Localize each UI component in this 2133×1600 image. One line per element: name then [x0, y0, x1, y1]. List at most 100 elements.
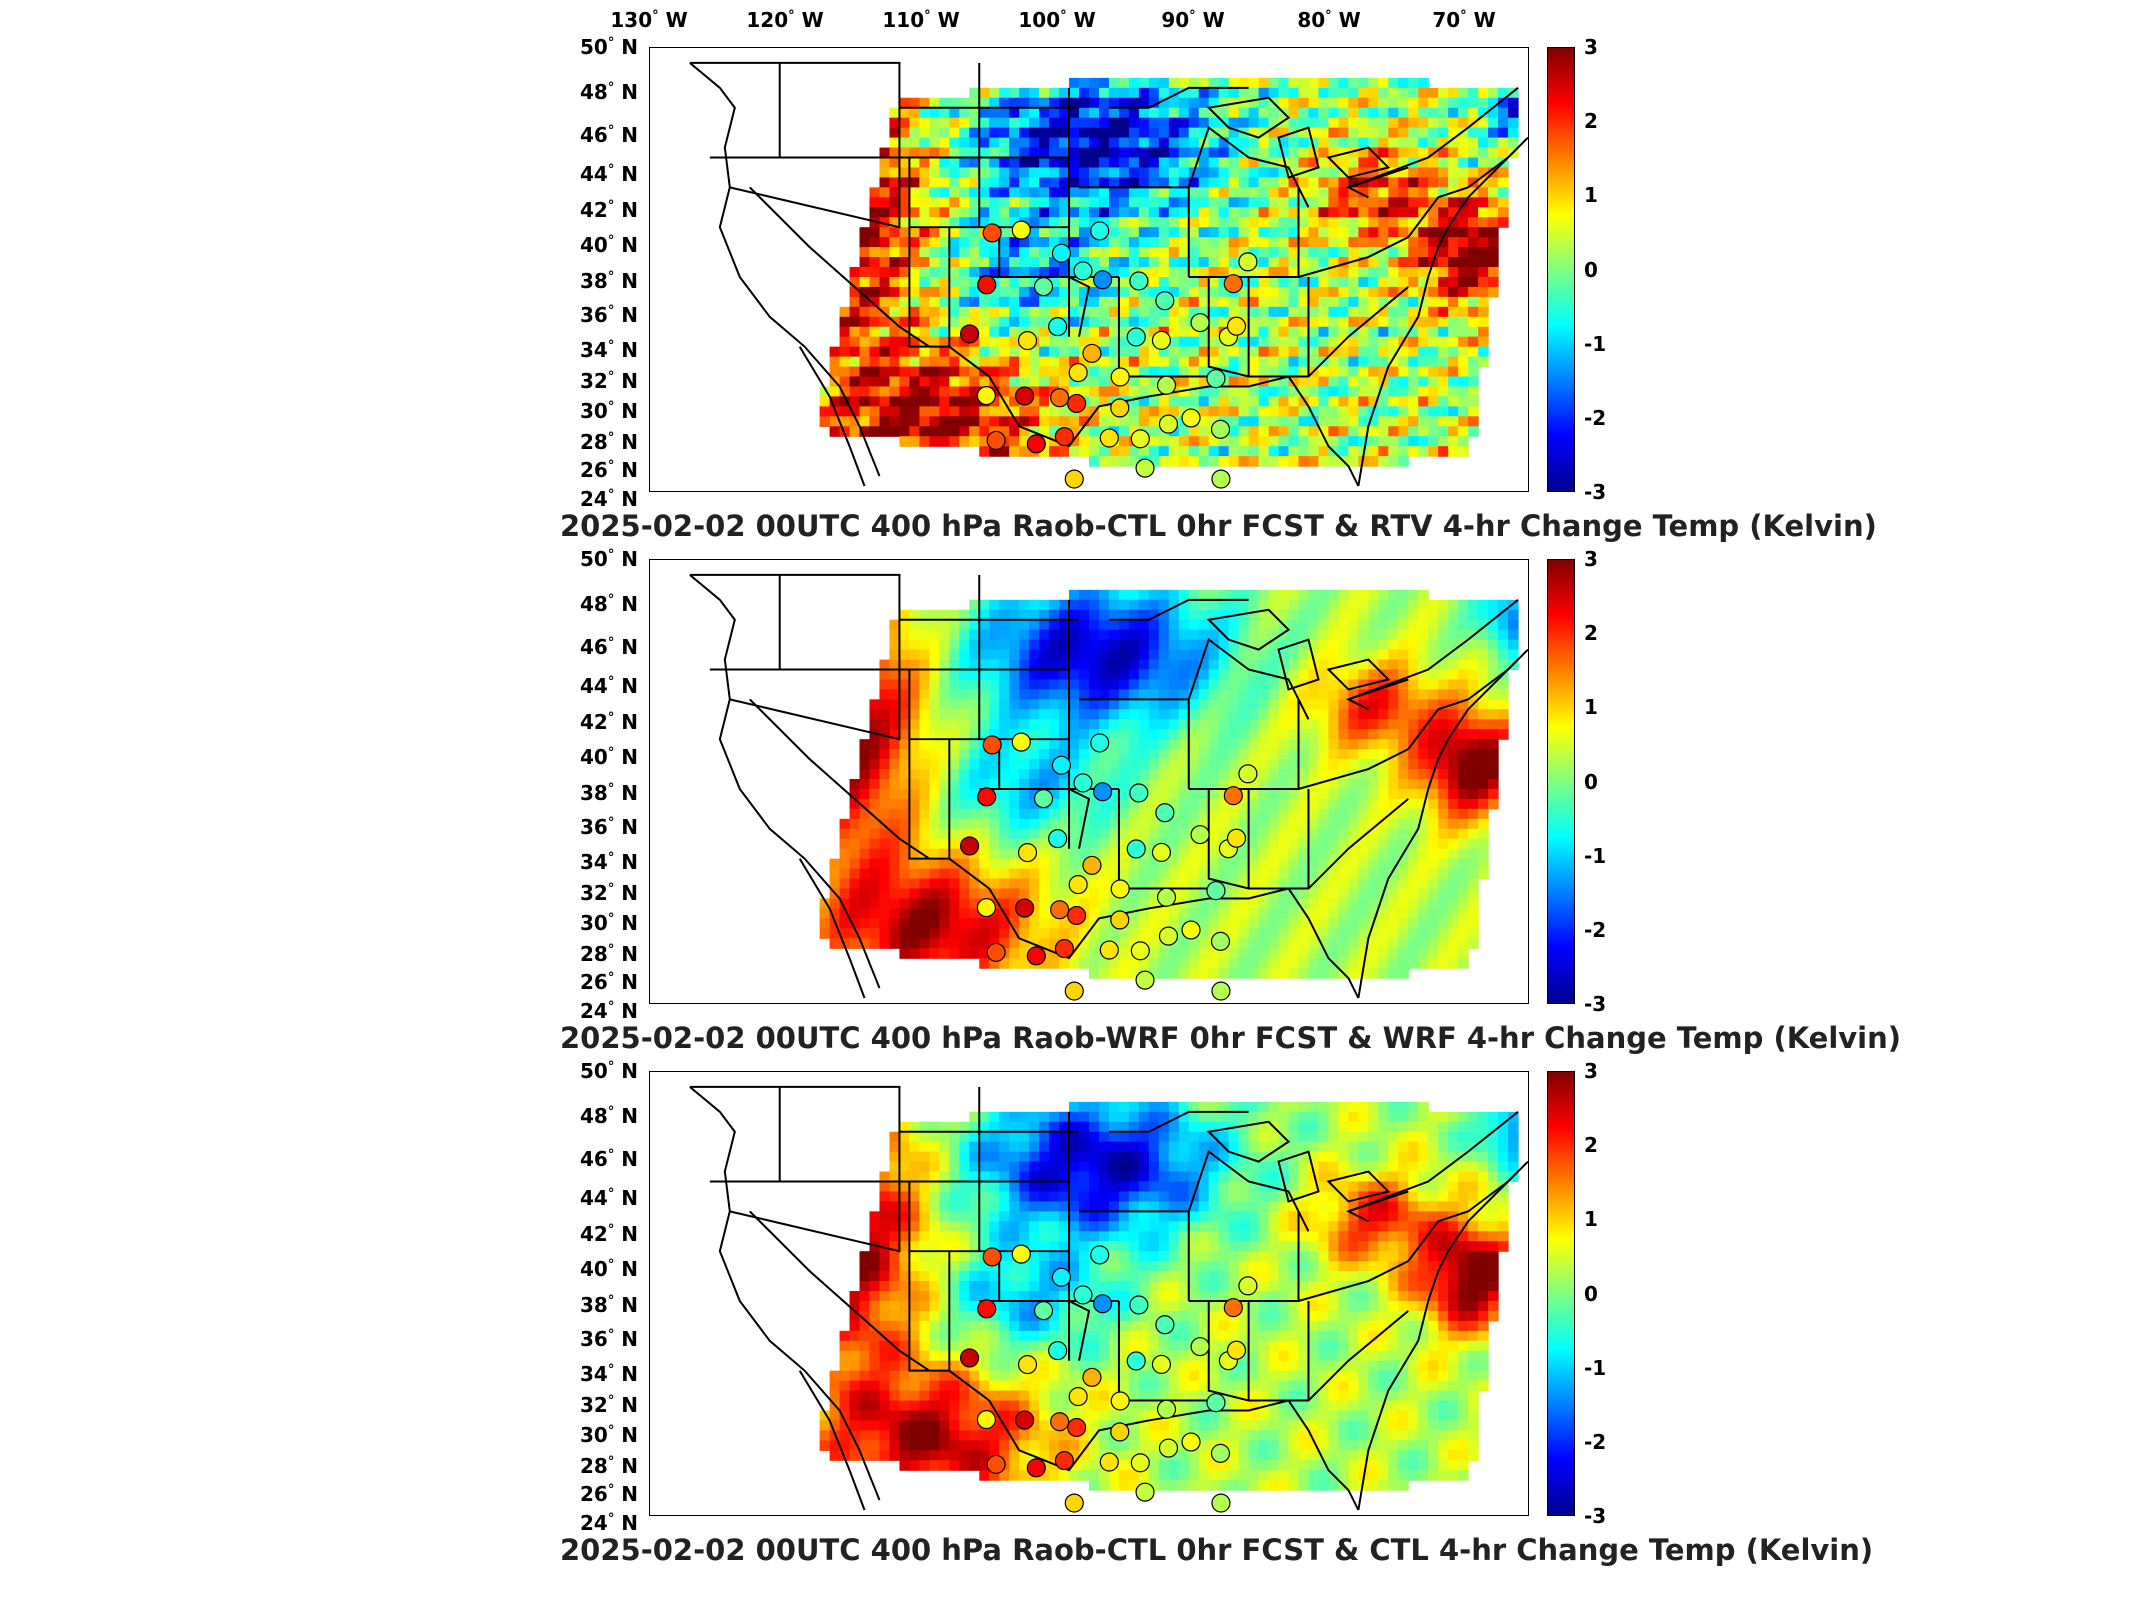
latitude-tick-label: 44° N: [580, 162, 639, 186]
raob-marker: [1073, 261, 1093, 281]
colorbar-tick-label: -1: [1584, 331, 1607, 356]
raob-marker: [1226, 1340, 1247, 1360]
raob-marker: [1054, 939, 1074, 959]
raob-marker: [982, 735, 1002, 755]
raob-marker: [1015, 898, 1035, 918]
colorbar: [1547, 559, 1575, 1004]
raob-marker: [960, 324, 980, 344]
raob-marker: [1090, 1245, 1110, 1265]
raob-marker: [1135, 970, 1155, 990]
longitude-tick-label: 110° W: [882, 8, 960, 32]
colorbar-tick-label: 0: [1584, 769, 1598, 794]
raob-marker: [1210, 931, 1231, 951]
temperature-change-map: [649, 1071, 1529, 1516]
raob-marker: [1190, 1337, 1210, 1357]
raob-marker: [1155, 291, 1175, 311]
raob-marker: [1211, 1493, 1231, 1513]
latitude-tick-label: 26° N: [580, 970, 639, 994]
raob-marker: [1129, 1295, 1149, 1315]
raob-marker: [1126, 839, 1146, 859]
colorbar-tick-label: 2: [1584, 1133, 1598, 1158]
raob-marker: [1158, 414, 1179, 434]
latitude-tick-label: 48° N: [580, 80, 639, 104]
raob-marker: [1223, 274, 1243, 294]
raob-marker: [960, 1348, 980, 1368]
raob-marker: [1135, 1482, 1155, 1502]
raob-marker: [1064, 981, 1084, 1001]
raob-marker: [1073, 773, 1093, 793]
raob-marker: [1073, 1285, 1093, 1305]
temperature-change-field: [819, 77, 1519, 467]
longitude-tick-label: 120° W: [746, 8, 824, 32]
colorbar-tick-label: -2: [1584, 1429, 1607, 1454]
latitude-tick-label: 40° N: [580, 1257, 639, 1281]
raob-marker: [1210, 419, 1231, 439]
raob-marker: [1226, 316, 1247, 336]
great-lakes: [1206, 96, 1391, 179]
raob-marker: [1033, 277, 1054, 297]
raob-markers: [960, 1244, 1258, 1513]
raob-marker: [1064, 469, 1084, 489]
temperature-change-map: [649, 47, 1529, 492]
raob-marker: [1067, 393, 1087, 414]
raob-marker: [1206, 369, 1226, 389]
temperature-change-map: [649, 559, 1529, 1004]
temperature-change-field: [819, 589, 1519, 979]
raob-marker: [960, 836, 980, 856]
raob-marker: [1011, 732, 1031, 752]
raob-marker: [1181, 1432, 1201, 1452]
raob-marker: [1151, 330, 1172, 350]
latitude-tick-label: 26° N: [580, 458, 639, 482]
longitude-tick-label: 80° W: [1297, 8, 1361, 32]
raob-marker: [1130, 1453, 1150, 1473]
raob-marker: [1015, 1410, 1035, 1430]
raob-marker: [1238, 764, 1258, 784]
raob-marker: [1099, 940, 1119, 960]
raob-marker: [1130, 429, 1150, 449]
latitude-tick-label: 42° N: [580, 710, 639, 734]
colorbar: [1547, 1071, 1575, 1516]
latitude-tick-label: 46° N: [580, 123, 639, 147]
raob-marker: [1082, 1367, 1102, 1387]
raob-marker: [1050, 900, 1070, 920]
latitude-tick-label: 40° N: [580, 233, 639, 257]
raob-marker: [1210, 1443, 1231, 1463]
raob-marker: [1130, 941, 1150, 961]
panel-title: 2025-02-02 00UTC 400 hPa Raob-CTL 0hr FC…: [560, 1533, 1874, 1567]
latitude-tick-label: 28° N: [580, 942, 639, 966]
raob-marker: [1110, 398, 1130, 418]
raob-marker: [1135, 458, 1155, 478]
raob-marker: [1129, 783, 1149, 803]
longitude-axis: 130° W 120° W 110° W 100° W 90° W 80° W 70° W: [610, 0, 1529, 40]
colorbar-tick-label: 3: [1584, 35, 1598, 59]
latitude-tick-label: 48° N: [580, 1104, 639, 1128]
latitude-tick-label: 36° N: [580, 815, 639, 839]
colorbar-tick-label: 3: [1584, 1059, 1598, 1083]
latitude-tick-label: 36° N: [580, 303, 639, 327]
raob-marker: [1181, 920, 1201, 940]
raob-marker: [1082, 343, 1102, 363]
raob-marker: [1082, 855, 1102, 875]
latitude-tick-label: 48° N: [580, 592, 639, 616]
raob-marker: [1206, 881, 1226, 901]
longitude-tick-label: 70° W: [1432, 8, 1496, 32]
colorbar-tick-label: 0: [1584, 1281, 1598, 1306]
raob-marker: [1050, 1412, 1070, 1432]
latitude-tick-label: 50° N: [580, 35, 639, 59]
latitude-tick-label: 32° N: [580, 369, 639, 393]
latitude-tick-label: 32° N: [580, 881, 639, 905]
raob-marker: [1033, 789, 1054, 809]
panel-title: 2025-02-02 00UTC 400 hPa Raob-CTL 0hr FC…: [560, 509, 1877, 543]
raob-marker: [1110, 1391, 1130, 1411]
raob-marker: [982, 1247, 1002, 1267]
colorbar-tick-label: -1: [1584, 843, 1607, 868]
latitude-tick-label: 30° N: [580, 1423, 639, 1447]
raob-marker: [1068, 363, 1088, 383]
latitude-tick-label: 46° N: [580, 635, 639, 659]
map-panel-1: 50° N 48° N 46° N 44° N 42° N 40° N 38° N 36° N…: [560, 33, 1877, 543]
raob-marker: [977, 787, 997, 807]
raob-marker: [976, 898, 996, 918]
state-boundaries: [689, 61, 1528, 487]
raob-marker: [977, 275, 997, 295]
latitude-tick-label: 28° N: [580, 430, 639, 454]
